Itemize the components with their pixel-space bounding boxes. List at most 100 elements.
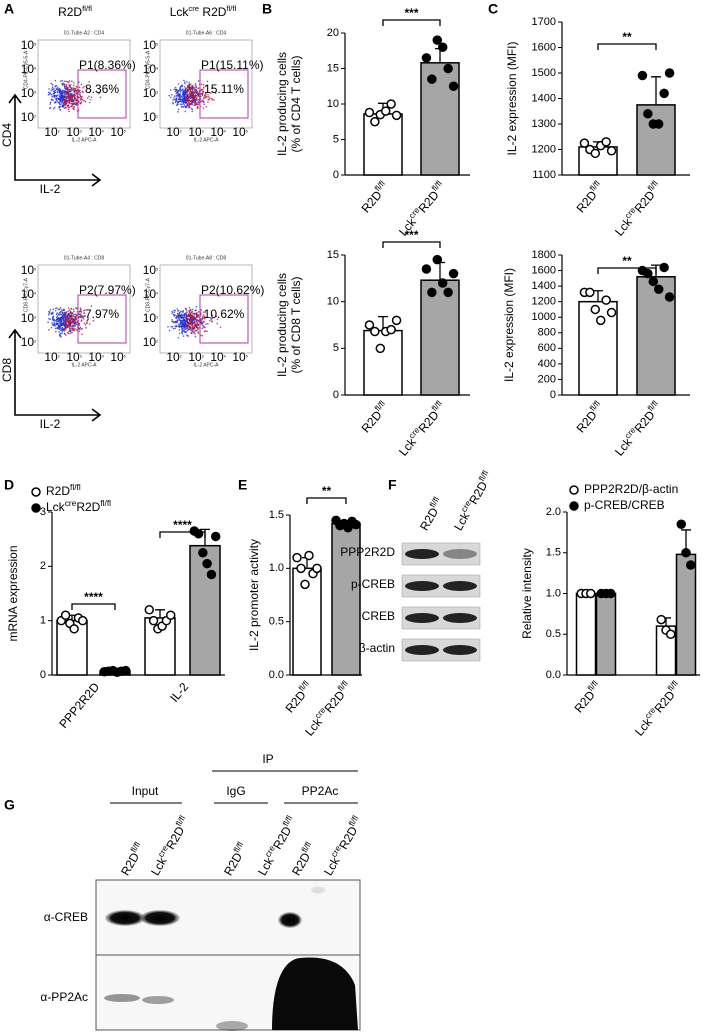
- cell-dot: [175, 324, 178, 327]
- flow-x-tick: 104: [88, 350, 103, 364]
- flow-y-tick: 102: [21, 110, 36, 124]
- cell-dot: [202, 314, 205, 316]
- legend-marker: [569, 485, 579, 495]
- significance-bracket: [159, 531, 206, 538]
- plot-title: 01-Tube-A8 : CD8: [186, 255, 227, 261]
- cell-dot: [74, 320, 77, 323]
- cell-dot: [182, 97, 185, 100]
- cell-dot: [209, 316, 212, 319]
- cell-dot: [181, 84, 184, 87]
- cell-dot: [80, 319, 83, 322]
- cell-dot: [184, 86, 186, 88]
- cell-dot: [59, 326, 61, 329]
- cell-dot: [171, 312, 174, 314]
- cell-dot: [176, 319, 179, 322]
- data-point: [659, 88, 669, 99]
- blot-band: [104, 994, 140, 1002]
- data-point: [60, 610, 71, 620]
- flow-x-tick: 104: [210, 125, 225, 139]
- lane-label: R2Dfl/fl: [116, 840, 147, 878]
- cell-dot: [187, 106, 190, 109]
- cell-dot: [68, 106, 70, 109]
- cell-dot: [75, 318, 77, 321]
- y-tick-label: 3: [40, 506, 46, 518]
- text-part: 10: [143, 38, 157, 52]
- data-point: [210, 531, 221, 542]
- cell-dot: [197, 332, 200, 334]
- cell-dot: [63, 325, 66, 327]
- cell-dot: [203, 326, 205, 328]
- data-point: [653, 284, 664, 294]
- text-part: 4: [156, 66, 158, 70]
- column-header: R2Dfl/fl: [58, 4, 92, 19]
- cell-dot: [196, 95, 199, 97]
- cell-dot: [54, 327, 57, 330]
- cell-dot: [68, 101, 70, 104]
- cell-dot: [201, 334, 204, 337]
- cell-dot: [184, 321, 186, 324]
- cell-dot: [59, 333, 61, 335]
- cell-dot: [203, 95, 206, 97]
- lane-label: LckcreR2Dfl/fl: [449, 469, 496, 534]
- cell-dot: [202, 88, 204, 91]
- cell-dot: [201, 99, 204, 101]
- cell-dot: [80, 83, 83, 86]
- text-part: 3: [202, 129, 204, 133]
- plot-title: 01-Tube-A4 : CD8: [64, 255, 105, 261]
- cell-dot: [195, 99, 198, 102]
- cell-dot: [71, 95, 74, 98]
- cell-dot: [61, 84, 64, 86]
- cell-dot: [184, 110, 187, 113]
- cell-dot: [62, 313, 65, 316]
- cell-dot: [71, 105, 73, 108]
- cell-dot: [80, 99, 82, 101]
- cell-dot: [198, 91, 200, 94]
- cell-dot: [58, 331, 60, 333]
- plot-x-label: IL-2 APC-A: [193, 137, 219, 143]
- data-point: [77, 615, 88, 626]
- data-point: [427, 74, 437, 84]
- significance: **: [622, 254, 632, 268]
- y-tick-label: 1300: [532, 118, 556, 130]
- cell-dot: [194, 317, 197, 320]
- blot-band: [405, 549, 439, 559]
- cell-dot: [79, 95, 82, 97]
- cell-dot: [197, 101, 200, 104]
- lane-label: R2Dfl/fl: [219, 840, 250, 878]
- gate-percent: 10.62%: [204, 307, 245, 321]
- cell-dot: [88, 101, 91, 104]
- cell-dot: [72, 314, 75, 317]
- cell-dot: [197, 316, 200, 318]
- cell-dot: [197, 103, 199, 106]
- legend-marker: [569, 501, 579, 511]
- cell-dot: [73, 310, 75, 313]
- cell-dot: [175, 92, 178, 95]
- cell-dot: [83, 322, 86, 325]
- cell-dot: [79, 313, 82, 315]
- y-tick-label: 1200: [532, 143, 556, 155]
- y-tick-label: 2.0: [546, 506, 561, 518]
- blot-row-label: p-CREB: [351, 577, 395, 591]
- cell-dot: [62, 322, 65, 325]
- cell-dot: [190, 87, 193, 90]
- plot-x-label: IL-2 APC-A: [193, 362, 219, 368]
- cell-dot: [56, 320, 58, 323]
- cell-dot: [182, 101, 185, 104]
- cell-dot: [201, 94, 204, 97]
- data-point: [448, 81, 459, 91]
- cell-dot: [194, 91, 196, 93]
- cell-dot: [60, 329, 62, 331]
- text-part: Lck: [148, 854, 170, 878]
- cell-dot: [183, 81, 186, 83]
- cell-dot: [190, 90, 193, 93]
- cell-dot: [196, 97, 198, 100]
- cell-dot: [194, 88, 196, 91]
- cell-dot: [63, 90, 65, 92]
- cell-dot: [52, 312, 54, 315]
- cell-dot: [177, 310, 179, 312]
- panel-letter: B: [262, 1, 272, 17]
- cell-dot: [186, 93, 189, 96]
- cell-dot: [196, 102, 198, 104]
- cell-dot: [194, 335, 197, 338]
